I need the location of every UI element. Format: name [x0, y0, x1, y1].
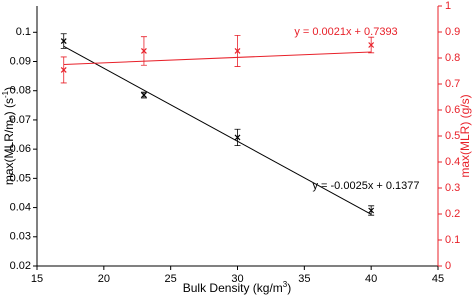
y-title-sup: -1 [1, 90, 10, 98]
y-tick-label: 0.08 [10, 85, 31, 97]
x-tick-label: 30 [231, 273, 243, 285]
y2-tick-label: 0.5 [445, 130, 460, 142]
y-title-sub: 0 [8, 115, 17, 120]
x-title-sup: 3 [283, 280, 288, 289]
y-tick-label: 0.02 [10, 260, 31, 272]
y-tick-label: 0.05 [10, 172, 31, 184]
marker [141, 92, 147, 99]
x-tick-label: 25 [165, 273, 177, 285]
y2-tick-label: 0.4 [445, 156, 460, 168]
marker [234, 48, 241, 54]
y2-tick-label: 0.3 [445, 182, 460, 194]
y-title-part: ) [2, 87, 16, 91]
x-axis-title: Bulk Density (kg/m3) [183, 280, 291, 295]
y-title-part: ) (s [2, 98, 16, 115]
x-tick-label: 35 [298, 273, 310, 285]
y2-tick-label: 0.2 [445, 208, 460, 220]
y-tick-label: 0.06 [10, 143, 31, 155]
y-title-part: max(MLR/m [2, 120, 16, 185]
x-tick-label: 45 [432, 273, 444, 285]
y-tick-label: 0.04 [10, 201, 31, 213]
x-tick-label: 40 [365, 273, 377, 285]
y-tick-label: 0.07 [10, 114, 31, 126]
marker [234, 134, 241, 141]
x-title-part: ) [287, 281, 291, 295]
y2-tick-label: 0.9 [445, 26, 460, 38]
marker [368, 207, 375, 214]
trend-line [63, 51, 372, 65]
y2-tick-label: 0 [445, 260, 451, 272]
y2-tick-label: 1 [445, 0, 451, 12]
y2-tick-label: 0.6 [445, 104, 460, 116]
equation: y = -0.0025x + 0.1377 [312, 180, 419, 192]
x-title-part: Bulk Density (kg/m [183, 281, 283, 295]
y-tick-label: 0.09 [10, 55, 31, 67]
y2-tick-label: 0.8 [445, 52, 460, 64]
marker [368, 42, 375, 48]
marker [60, 38, 67, 44]
y-tick-label: 0.1 [16, 26, 31, 38]
y2-tick-label: 0.7 [445, 78, 460, 90]
marker [60, 67, 67, 73]
marker [141, 48, 147, 54]
y2-tick-label: 0.1 [445, 234, 460, 246]
y-tick-label: 0.03 [10, 231, 31, 243]
y2-axis-title: max(MLR) (g/s) [458, 94, 472, 177]
equation: y = 0.0021x + 0.7393 [294, 26, 397, 38]
x-tick-label: 15 [31, 273, 43, 285]
y-axis-title: max(MLR/m0) (s-1) [1, 87, 17, 185]
x-tick-label: 20 [98, 273, 110, 285]
trend-line [63, 45, 372, 215]
